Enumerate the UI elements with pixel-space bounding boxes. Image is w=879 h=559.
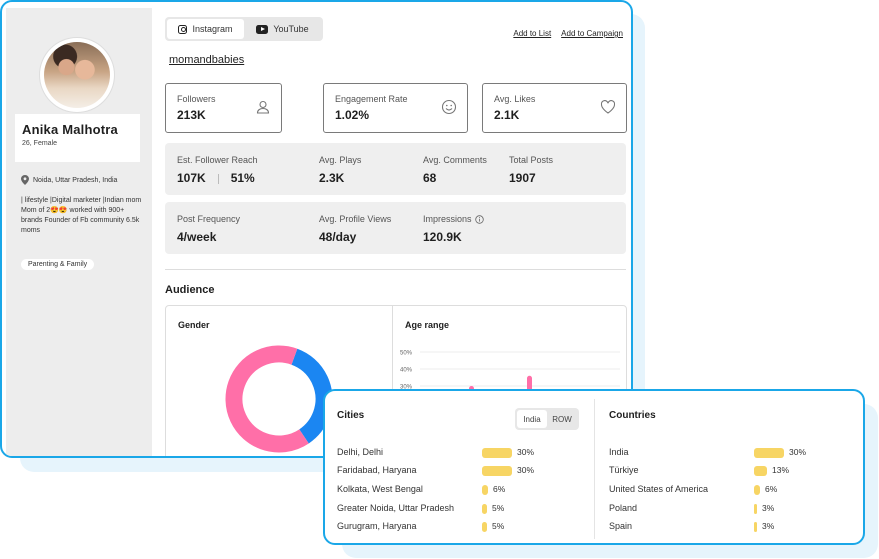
age-range-title: Age range — [405, 320, 450, 330]
city-bar — [482, 504, 487, 514]
country-percent: 3% — [762, 503, 775, 513]
profile-name: Anika Malhotra — [22, 122, 118, 137]
countries-title: Countries — [609, 410, 656, 421]
city-bar — [482, 448, 512, 458]
city-row: Greater Noida, Uttar Pradesh 5% — [337, 503, 577, 515]
country-name: United States of America — [609, 484, 709, 494]
metric-followers: Followers 213K — [165, 83, 282, 133]
add-to-list-link[interactable]: Add to List — [513, 29, 552, 38]
country-bar — [754, 504, 757, 514]
tab-instagram[interactable]: Instagram — [167, 19, 244, 39]
cities-title: Cities — [337, 410, 365, 421]
city-name: Gurugram, Haryana — [337, 521, 417, 531]
stat-profile-views: Avg. Profile Views 48/day — [319, 214, 392, 244]
add-to-campaign-link[interactable]: Add to Campaign — [561, 29, 623, 38]
stat-follower-reach: Est. Follower Reach 107K 51% — [177, 155, 258, 185]
profile-handle[interactable]: momandbabies — [169, 54, 245, 66]
country-row: United States of America 6% — [609, 484, 849, 496]
gender-donut-chart — [225, 345, 333, 453]
name-box: Anika Malhotra 26, Female — [15, 114, 140, 162]
country-bar — [754, 448, 784, 458]
city-bar — [482, 466, 512, 476]
heart-icon — [600, 100, 616, 114]
location-text: Noida, Uttar Pradesh, India — [33, 176, 118, 184]
stat-total-posts: Total Posts 1907 — [509, 155, 554, 185]
stat-avg-plays: Avg. Plays 2.3K — [319, 155, 362, 185]
category-tag[interactable]: Parenting & Family — [21, 259, 95, 270]
country-row: India 30% — [609, 447, 849, 459]
gender-title: Gender — [178, 320, 210, 330]
y-tick-label: 30% — [400, 385, 413, 391]
city-percent: 6% — [493, 484, 506, 494]
country-percent: 13% — [772, 465, 790, 475]
info-icon[interactable] — [474, 214, 484, 224]
stat-avg-comments: Avg. Comments 68 — [423, 155, 487, 185]
stat-post-frequency: Post Frequency 4/week — [177, 214, 241, 244]
city-name: Faridabad, Haryana — [337, 465, 417, 475]
country-row: Poland 3% — [609, 503, 849, 515]
profile-card: Anika Malhotra 26, Female Noida, Uttar P… — [0, 0, 633, 458]
toggle-row[interactable]: ROW — [552, 414, 572, 424]
city-bar — [482, 485, 488, 495]
profile-actions: Add to List Add to Campaign — [513, 29, 623, 38]
city-row: Kolkata, West Bengal 6% — [337, 484, 577, 496]
city-row: Gurugram, Haryana 5% — [337, 521, 577, 533]
city-percent: 30% — [517, 465, 535, 475]
city-name: Greater Noida, Uttar Pradesh — [337, 503, 455, 513]
y-tick-label: 40% — [400, 368, 413, 374]
country-name: Spain — [609, 521, 633, 531]
country-bar — [754, 485, 760, 495]
profile-location: Noida, Uttar Pradesh, India — [21, 175, 117, 185]
profile-age-gender: 26, Female — [22, 140, 58, 147]
city-percent: 5% — [492, 521, 505, 531]
locations-card: Cities India ROW Countries Delhi, Delhi 3… — [323, 389, 865, 545]
country-name: Poland — [609, 503, 638, 513]
tab-youtube[interactable]: YouTube — [244, 19, 321, 39]
city-name: Kolkata, West Bengal — [337, 484, 423, 494]
city-bar — [482, 522, 487, 532]
youtube-icon — [256, 24, 269, 34]
metric-avg-likes: Avg. Likes 2.1K — [482, 83, 627, 133]
instagram-icon — [178, 24, 188, 34]
location-pin-icon — [21, 175, 29, 185]
country-percent: 3% — [762, 521, 775, 531]
city-row: Faridabad, Haryana 30% — [337, 465, 577, 477]
country-row: Türkiye 13% — [609, 465, 849, 477]
city-percent: 5% — [492, 503, 505, 513]
city-row: Delhi, Delhi 30% — [337, 447, 577, 459]
profile-sidebar: Anika Malhotra 26, Female Noida, Uttar P… — [6, 8, 152, 456]
stats-panel-reach: Est. Follower Reach 107K 51% Avg. Plays 2… — [165, 143, 626, 195]
section-divider — [165, 269, 626, 270]
toggle-india[interactable]: India — [517, 410, 547, 428]
stats-panel-activity: Post Frequency 4/week Avg. Profile Views… — [165, 202, 626, 254]
country-name: India — [609, 447, 629, 457]
user-icon — [256, 100, 270, 114]
profile-bio: | lifestyle |Digital marketer |Indian mo… — [21, 197, 142, 234]
country-name: Türkiye — [609, 465, 639, 475]
stat-impressions: Impressions 120.9K — [423, 214, 484, 244]
country-bar — [754, 522, 757, 532]
country-percent: 30% — [789, 447, 807, 457]
region-toggle: India ROW — [515, 408, 579, 430]
audience-title: Audience — [165, 284, 215, 296]
y-tick-label: 50% — [400, 351, 413, 357]
country-percent: 6% — [765, 484, 778, 494]
smile-icon — [441, 99, 457, 115]
metric-engagement-rate: Engagement Rate 1.02% — [323, 83, 468, 133]
country-row: Spain 3% — [609, 521, 849, 533]
platform-tabs: Instagram YouTube — [165, 17, 323, 41]
country-bar — [754, 466, 767, 476]
gender-slice — [225, 345, 333, 453]
city-percent: 30% — [517, 447, 535, 457]
city-name: Delhi, Delhi — [337, 447, 384, 457]
avatar — [40, 38, 114, 112]
